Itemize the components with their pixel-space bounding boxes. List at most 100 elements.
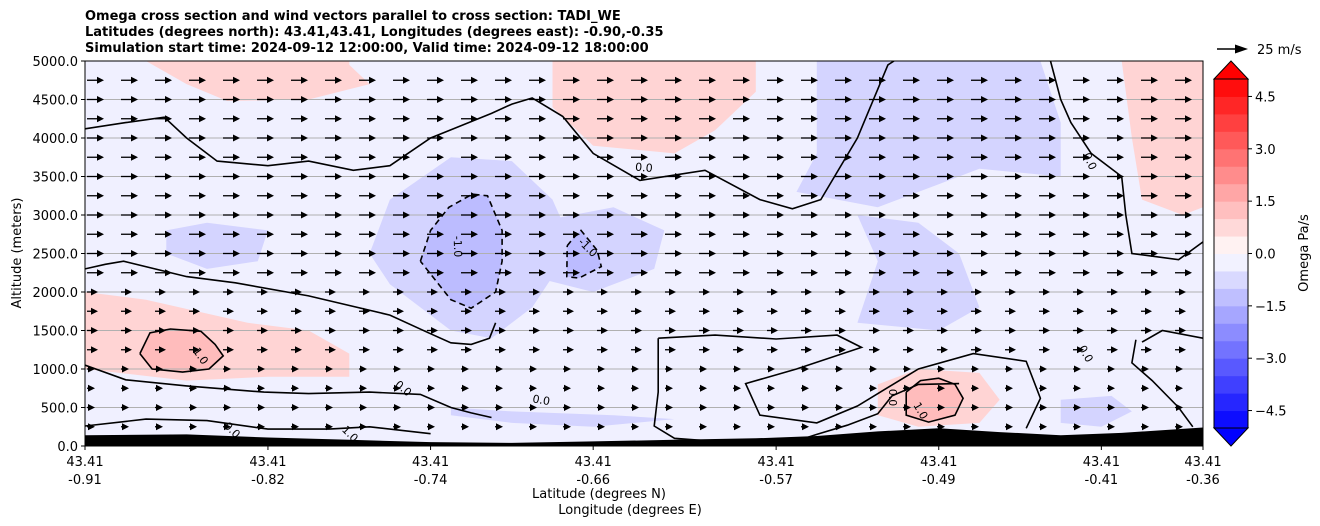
wind-vector-head [768, 404, 775, 411]
wind-vector-head [156, 365, 163, 373]
wind-vector-head [870, 365, 877, 373]
colorbar-band [1214, 305, 1248, 324]
wind-vector-head [159, 307, 166, 315]
wind-vector-head [675, 96, 682, 103]
wind-vector-head [641, 134, 648, 142]
wind-vector-head [471, 115, 478, 123]
wind-vector-head [641, 153, 648, 161]
wind-vector-head [233, 211, 240, 219]
wind-vector-head [131, 230, 138, 238]
wind-vector-head [607, 76, 614, 84]
wind-vector-head [1015, 76, 1022, 84]
wind-vector-head [267, 173, 274, 180]
wind-vector-head [947, 173, 954, 180]
wind-vector-head [904, 404, 911, 411]
wind-vector-head [607, 134, 614, 142]
wind-vector-head [675, 269, 682, 277]
y-axis: 0.0 500.0 1000.0 1500.0 2000.0 2500.0 3000.0 35… [33, 55, 85, 455]
wind-vector-head [981, 76, 988, 84]
wind-vector-head [462, 384, 469, 392]
positive-contour [905, 377, 965, 423]
wind-vector-head [1108, 365, 1115, 373]
wind-vector-head [301, 153, 308, 161]
wind-vector-head [165, 153, 172, 161]
wind-vector-head [1145, 288, 1152, 296]
wind-vector-head [190, 365, 197, 373]
wind-vector-head [635, 346, 642, 354]
wind-vector-head [768, 384, 775, 392]
wind-vector-head [335, 134, 342, 142]
colorbar-band [1214, 393, 1248, 412]
wind-vector-head [88, 365, 95, 373]
wind-vector-head [709, 96, 716, 103]
wind-vector-head [233, 192, 240, 200]
wind-vector-head [496, 404, 503, 411]
zero-contour [85, 418, 431, 435]
colorbar-band [1214, 79, 1248, 97]
omega-region [450, 407, 675, 427]
colorbar-band [1214, 340, 1248, 359]
wind-vector-head [1151, 153, 1158, 161]
y-tick-label: 0.0 [57, 440, 78, 455]
wind-vector-head [709, 269, 716, 277]
wind-vector-head [1111, 288, 1118, 296]
wind-vector-head [539, 173, 546, 180]
wind-vector-head [131, 153, 138, 161]
wind-vector-head [397, 327, 404, 334]
wind-vector-head [601, 288, 608, 296]
wind-vector-head [675, 153, 682, 161]
wind-vector-head [1151, 211, 1158, 219]
wind-vector-head [1185, 173, 1192, 180]
wind-vector-head [363, 327, 370, 334]
wind-vector-head [369, 211, 376, 219]
wind-vector-head [771, 327, 778, 334]
plot-area [85, 61, 1203, 446]
wind-vector-head [1185, 76, 1192, 84]
wind-vector-head [1117, 192, 1124, 200]
wind-vector-head [1009, 346, 1016, 354]
colorbar-band [1214, 113, 1248, 132]
wind-vector-head [122, 423, 129, 431]
wind-vector-head [403, 211, 410, 219]
wind-vector-head [233, 230, 240, 238]
vector-key-label: 25 m/s [1257, 43, 1302, 58]
wind-vector-head [97, 230, 104, 238]
wind-vector-head [1145, 346, 1152, 354]
wind-vector-head [981, 192, 988, 200]
omega-core-positive [906, 378, 964, 423]
wind-vector-head [1176, 384, 1183, 392]
wind-vector-head [1006, 404, 1013, 411]
wind-vector-head [1083, 250, 1090, 257]
wind-vector-head [1074, 365, 1081, 373]
wind-vector-head [632, 365, 639, 373]
wind-vector-head [1145, 307, 1152, 315]
wind-vector-head [1117, 250, 1124, 257]
wind-vector-head [199, 173, 206, 180]
wind-vector-head [267, 211, 274, 219]
wind-vector-head [1108, 423, 1115, 431]
wind-vector-head [879, 134, 886, 142]
wind-vector-head [1142, 384, 1149, 392]
wind-vector-head [913, 250, 920, 257]
wind-vector-head [811, 115, 818, 123]
wind-vector-head [1049, 192, 1056, 200]
wind-vector-head [981, 269, 988, 277]
wind-vector-head [573, 134, 580, 142]
wind-vector-head [669, 288, 676, 296]
wind-vector-head [845, 96, 852, 103]
wind-vector-head [227, 307, 234, 315]
wind-vector-head [193, 307, 200, 315]
wind-vector-head [1142, 365, 1149, 373]
omega-region [796, 61, 1061, 208]
wind-vector-head [1049, 115, 1056, 123]
wind-vector-head [267, 96, 274, 103]
wind-vector-head [1074, 423, 1081, 431]
colorbar-band [1214, 96, 1248, 115]
wind-vector-head [1185, 115, 1192, 123]
wind-vector-head [703, 346, 710, 354]
wind-vector-head [734, 423, 741, 431]
y-tick-label: 1500.0 [33, 325, 79, 340]
wind-vector-head [465, 327, 472, 334]
wind-vector-head [641, 211, 648, 219]
wind-vector-head [743, 153, 750, 161]
